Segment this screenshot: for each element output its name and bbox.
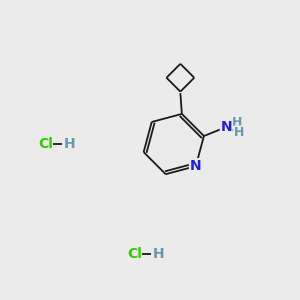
Text: Cl: Cl (128, 247, 142, 261)
Text: H: H (63, 137, 75, 151)
Text: N: N (220, 120, 232, 134)
Text: Cl: Cl (38, 137, 53, 151)
Text: H: H (232, 116, 243, 129)
Text: H: H (152, 247, 164, 261)
Text: N: N (190, 159, 202, 173)
Text: H: H (233, 126, 244, 139)
